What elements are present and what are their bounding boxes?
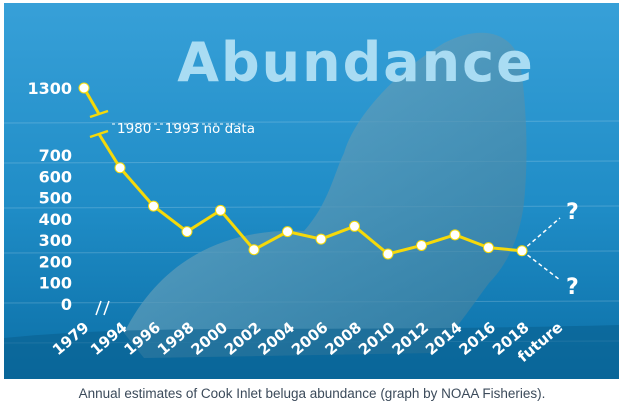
y-tick-label: 1300: [27, 79, 72, 98]
whale-tail-image: [124, 32, 527, 358]
data-point: [114, 162, 126, 174]
future-line-down: [521, 250, 561, 281]
chart-panel: Abundance 0 100 200 300 400 500 600 700 1300 198…: [4, 3, 619, 379]
x-axis-break-mark: [103, 300, 110, 316]
y-tick-label: 0: [61, 295, 72, 314]
y-tick-label: 500: [39, 189, 72, 208]
data-point: [181, 226, 193, 238]
future-question-mark: ?: [566, 200, 579, 225]
data-point: [282, 226, 293, 238]
series-line-break: [97, 133, 122, 169]
data-point: [382, 248, 394, 260]
y-tick-label: 700: [39, 146, 72, 165]
y-tick-label: 400: [39, 210, 72, 229]
data-point: [449, 229, 461, 241]
chart-title: Abundance: [177, 31, 535, 94]
data-point: [483, 242, 494, 254]
y-tick-label: 200: [39, 252, 72, 271]
axis-break-note: 1980 - 1993 no data: [117, 121, 255, 137]
x-axis-break-mark: [95, 300, 102, 316]
data-point: [215, 204, 226, 216]
chart-svg: Abundance 0 100 200 300 400 500 600 700 1300 198…: [4, 3, 619, 379]
data-point: [248, 244, 260, 256]
y-tick-label: 300: [39, 231, 72, 250]
data-point: [416, 239, 427, 251]
data-point: [315, 233, 327, 245]
data-point: [78, 82, 90, 94]
figure-caption: Annual estimates of Cook Inlet beluga ab…: [78, 386, 546, 401]
y-tick-label: 600: [39, 167, 72, 186]
data-series: [78, 82, 528, 260]
data-point: [349, 220, 360, 232]
future-projection: ??: [521, 200, 579, 300]
future-line-up: [521, 217, 561, 252]
future-question-mark: ?: [566, 275, 579, 300]
y-tick-label: 100: [39, 274, 72, 293]
data-point: [148, 200, 159, 212]
water-surface: [4, 325, 619, 379]
y-axis-ticks: 0 100 200 300 400 500 600 700 1300: [27, 79, 72, 314]
